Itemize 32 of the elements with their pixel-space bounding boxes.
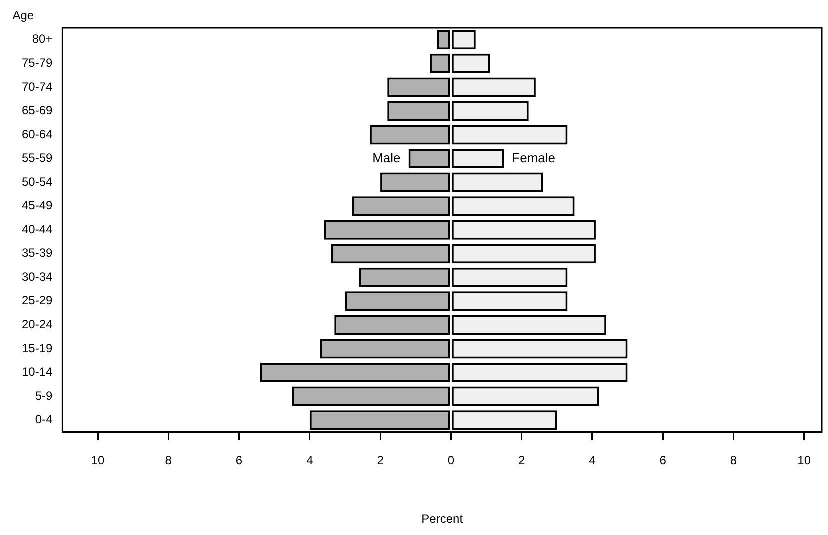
y-tick-label: 40-44 (22, 222, 54, 236)
y-tick-label: 10-14 (22, 365, 54, 380)
y-tick-label: 0-4 (35, 412, 54, 427)
y-axis-title: Age (12, 8, 34, 22)
x-tick-label: 2 (377, 454, 384, 468)
y-tick-label: 45-49 (22, 198, 54, 213)
series-label: Female (512, 150, 556, 166)
x-tick-label: 4 (306, 454, 314, 468)
y-tick-label: 15-19 (22, 341, 54, 356)
y-tick-label: 80+ (32, 32, 53, 46)
y-tick-label: 35-39 (22, 246, 54, 260)
y-tick-label: 65-69 (22, 104, 54, 118)
y-tick-label: 60-64 (22, 127, 54, 142)
y-tick-label: 5-9 (35, 388, 54, 403)
x-tick-label: 8 (730, 454, 738, 468)
x-tick-label: 6 (660, 454, 667, 468)
x-tick-label: 6 (236, 454, 243, 468)
x-tick-label: 0 (448, 454, 455, 468)
y-tick-label: 55-59 (22, 151, 54, 166)
y-tick-label: 25-29 (22, 294, 54, 308)
x-tick-label: 10 (91, 454, 105, 468)
y-tick-label: 70-74 (22, 80, 54, 94)
y-tick-label: 75-79 (22, 56, 54, 70)
y-tick-label: 30-34 (22, 270, 54, 284)
x-tick-label: 4 (589, 454, 596, 468)
x-tick-label: 2 (518, 454, 526, 468)
x-tick-label: 8 (165, 454, 172, 468)
x-axis-title: Percent (422, 512, 464, 526)
series-label: Male (372, 150, 401, 166)
y-tick-label: 20-24 (22, 318, 54, 332)
y-tick-label: 50-54 (22, 174, 54, 189)
x-tick-label: 10 (798, 454, 812, 468)
